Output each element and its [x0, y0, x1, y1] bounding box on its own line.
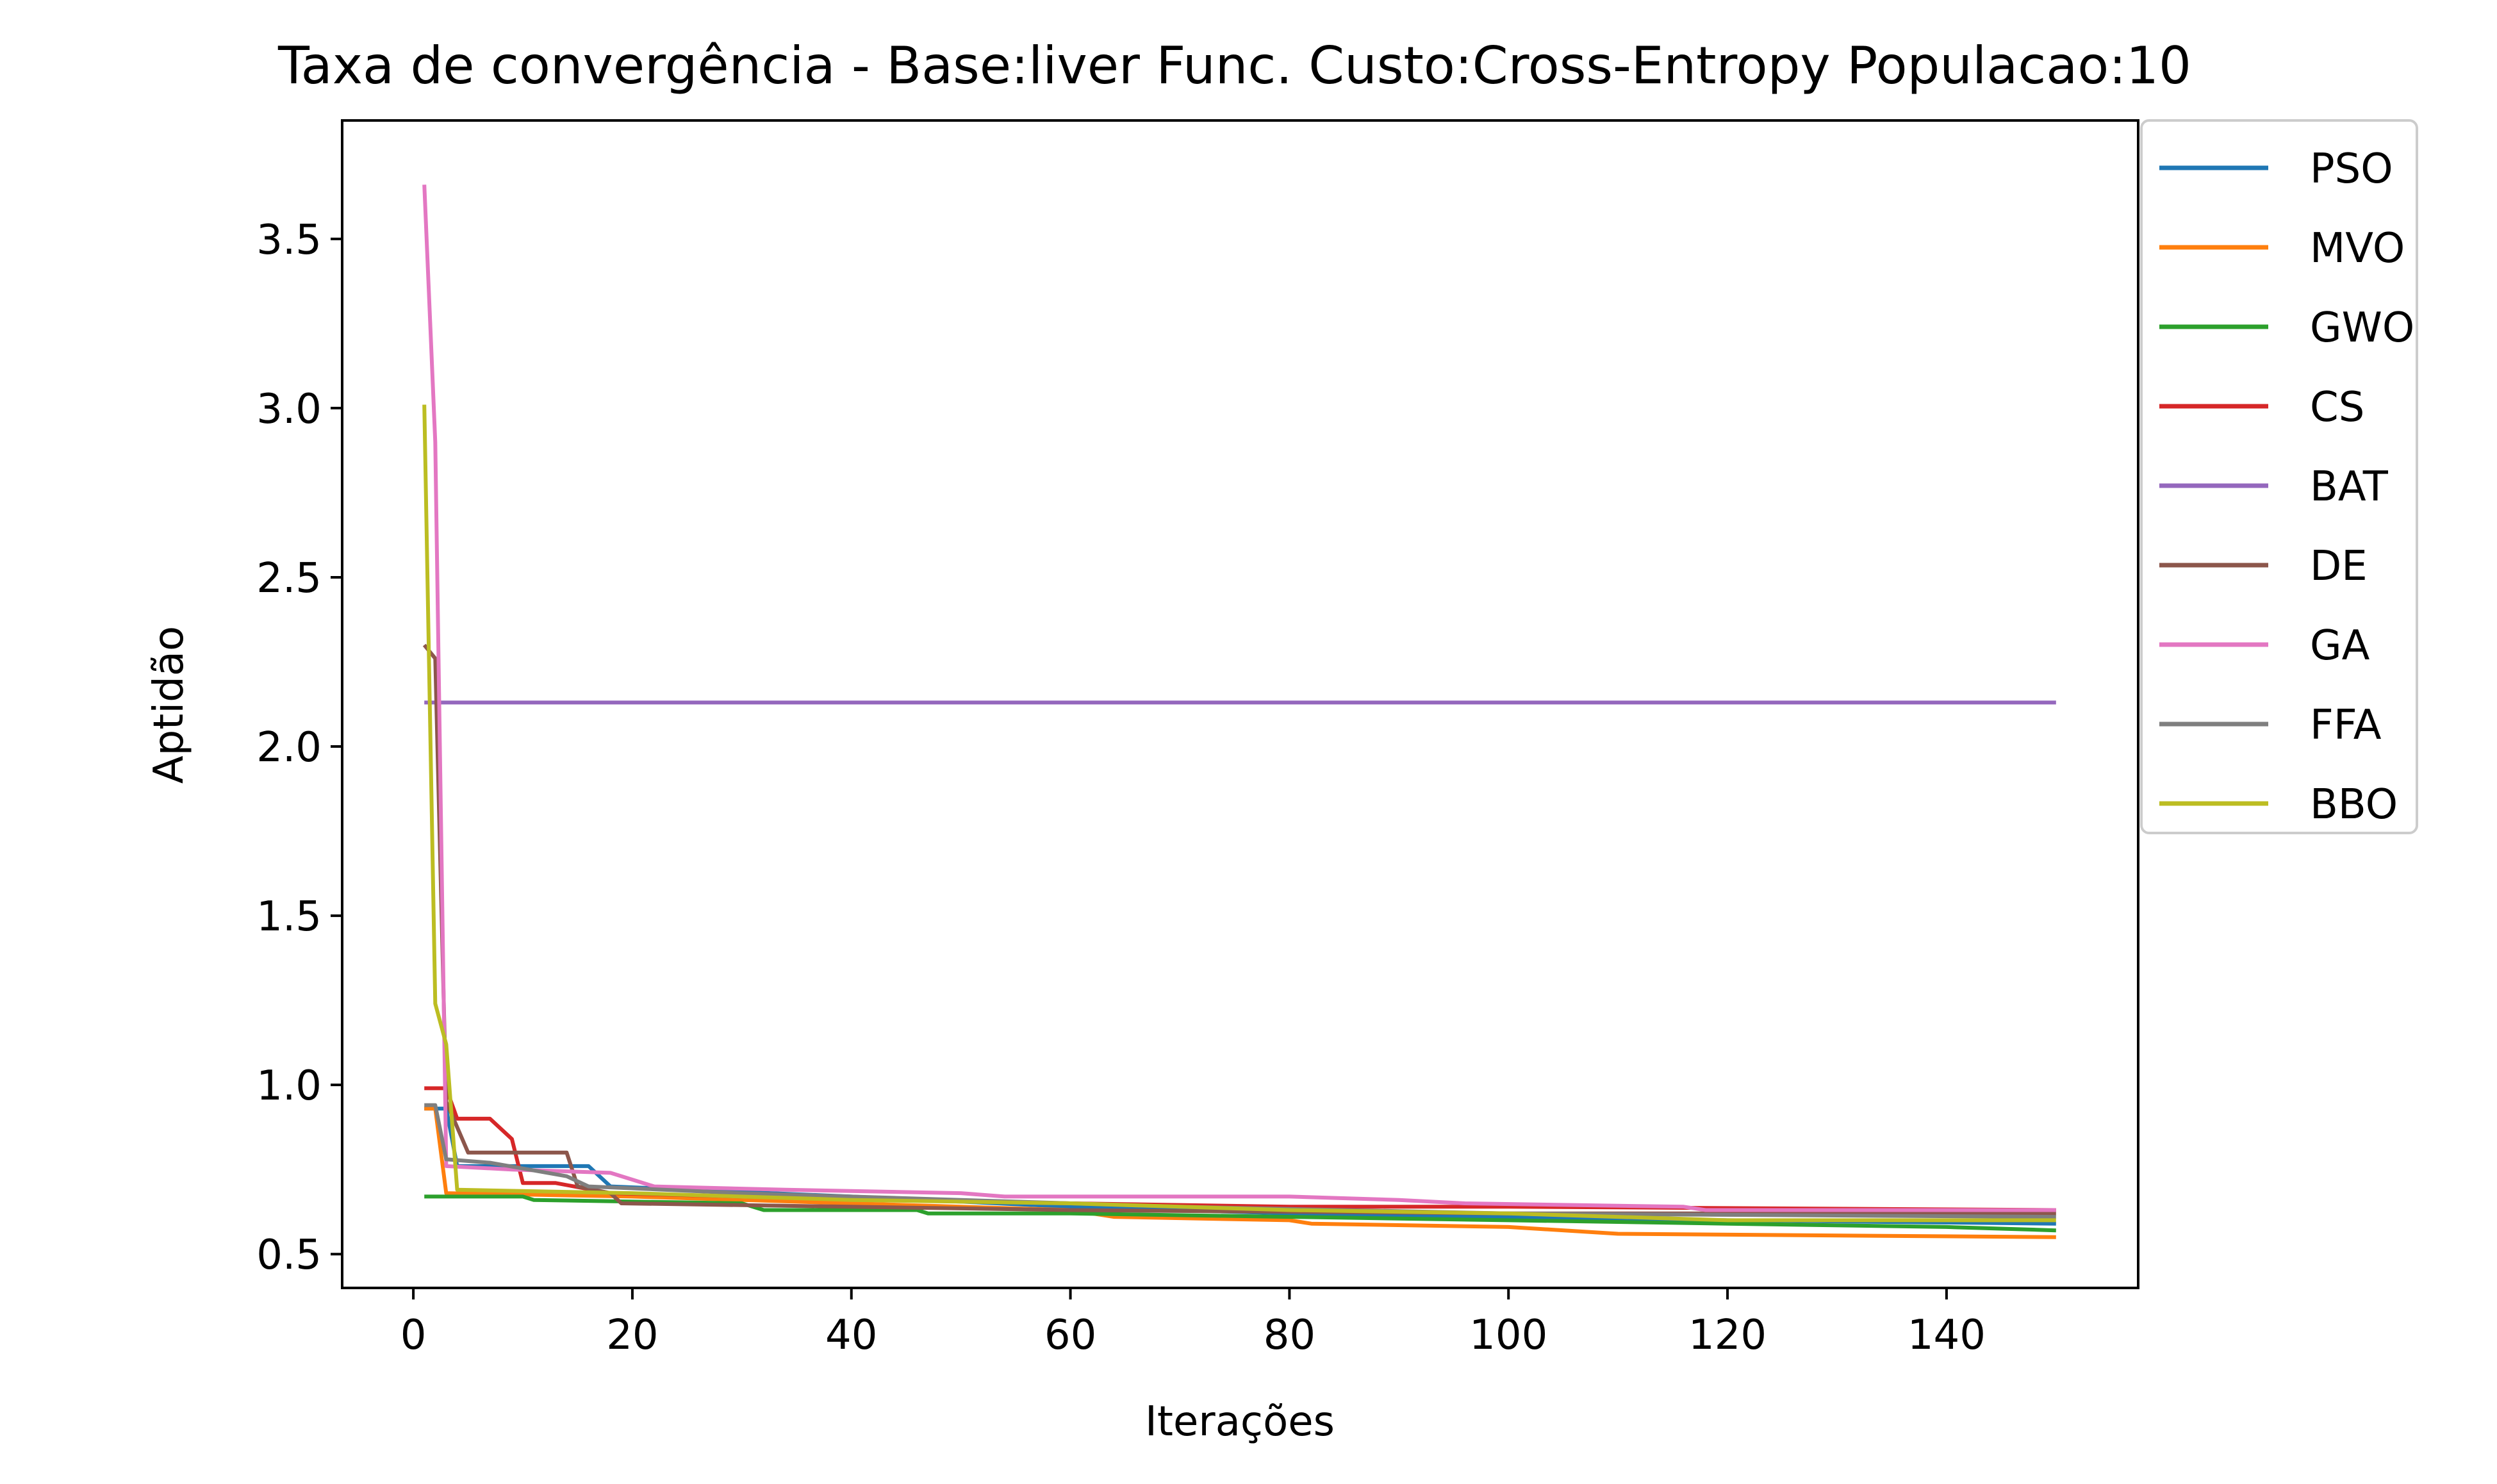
x-tick-label: 0: [400, 1312, 427, 1359]
x-axis: 0 20 40 60 80 100 120 140: [400, 1288, 1986, 1359]
legend-label-cs: CS: [2310, 384, 2364, 431]
x-tick-label: 80: [1264, 1312, 1315, 1359]
series-line-cs: [424, 1086, 2056, 1212]
legend: PSO MVO GWO CS BAT DE GA FFA BBO: [2140, 119, 2418, 834]
x-tick-label: 60: [1044, 1312, 1096, 1359]
legend-label-mvo: MVO: [2310, 225, 2405, 272]
plot-area: [422, 185, 2056, 1239]
y-tick-label: 3.5: [256, 217, 322, 264]
legend-label-gwo: GWO: [2310, 304, 2414, 352]
y-tick-label: 2.5: [256, 555, 322, 602]
x-tick-label: 100: [1469, 1312, 1547, 1359]
y-axis: 0.5 1.0 1.5 2.0 2.5 3.0 3.5: [256, 217, 342, 1279]
legend-box: [2140, 119, 2418, 834]
legend-label-bat: BAT: [2310, 463, 2389, 511]
legend-label-ga: GA: [2310, 622, 2370, 670]
series-line-bbo: [422, 404, 2056, 1223]
x-axis-label: Iterações: [1145, 1398, 1335, 1446]
legend-label-de: DE: [2310, 543, 2368, 590]
y-axis-label: Aptidão: [145, 626, 193, 784]
series-line-gwo: [424, 1194, 2056, 1233]
y-tick-label: 1.5: [256, 893, 322, 941]
legend-label-bbo: BBO: [2310, 781, 2398, 829]
y-tick-label: 3.0: [256, 386, 322, 433]
x-tick-label: 40: [825, 1312, 877, 1359]
chart-title: Taxa de convergência - Base:liver Func. …: [277, 36, 2191, 95]
legend-label-pso: PSO: [2310, 145, 2393, 193]
x-tick-label: 20: [606, 1312, 658, 1359]
y-tick-label: 0.5: [256, 1232, 322, 1279]
x-tick-label: 140: [1908, 1312, 1986, 1359]
plot-frame: [341, 119, 2139, 1289]
legend-label-ffa: FFA: [2310, 702, 2382, 749]
series-line-ga: [422, 185, 2056, 1212]
y-tick-label: 1.0: [256, 1062, 322, 1110]
y-tick-label: 2.0: [256, 724, 322, 771]
x-tick-label: 120: [1688, 1312, 1767, 1359]
